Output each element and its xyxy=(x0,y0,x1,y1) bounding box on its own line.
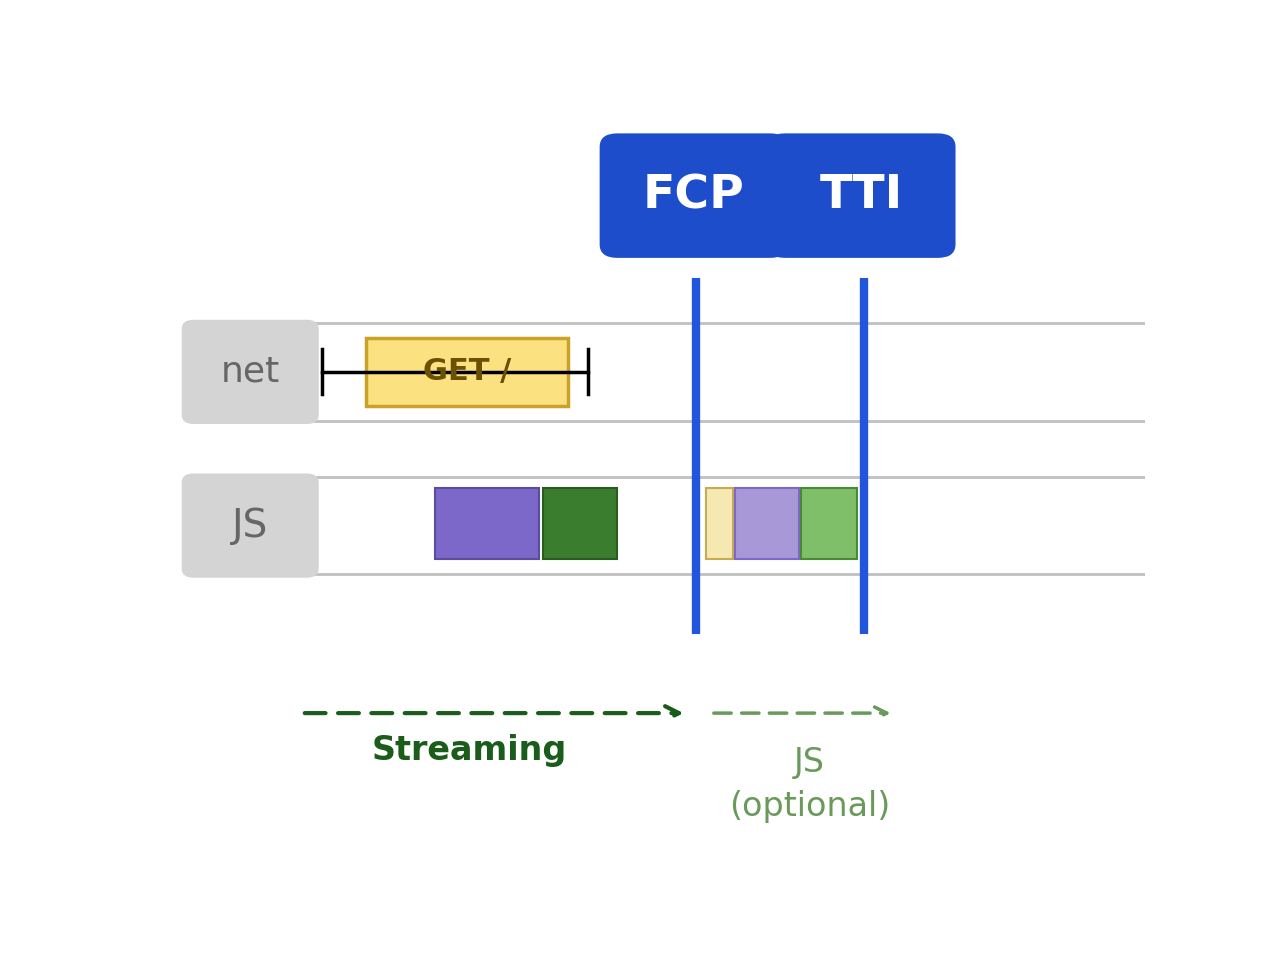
Bar xyxy=(706,488,733,559)
FancyBboxPatch shape xyxy=(182,319,319,424)
Bar xyxy=(801,488,857,559)
Text: Streaming: Streaming xyxy=(371,734,567,768)
Bar xyxy=(543,488,617,559)
Text: TTI: TTI xyxy=(819,173,903,218)
FancyBboxPatch shape xyxy=(767,133,955,258)
FancyBboxPatch shape xyxy=(599,133,787,258)
FancyBboxPatch shape xyxy=(366,338,569,405)
Bar xyxy=(735,488,799,559)
Text: GET /: GET / xyxy=(422,357,511,387)
Bar xyxy=(435,488,538,559)
FancyBboxPatch shape xyxy=(182,473,319,578)
Text: JS
(optional): JS (optional) xyxy=(729,746,890,823)
Text: net: net xyxy=(220,355,280,389)
Text: FCP: FCP xyxy=(642,173,744,218)
Text: JS: JS xyxy=(232,506,268,544)
